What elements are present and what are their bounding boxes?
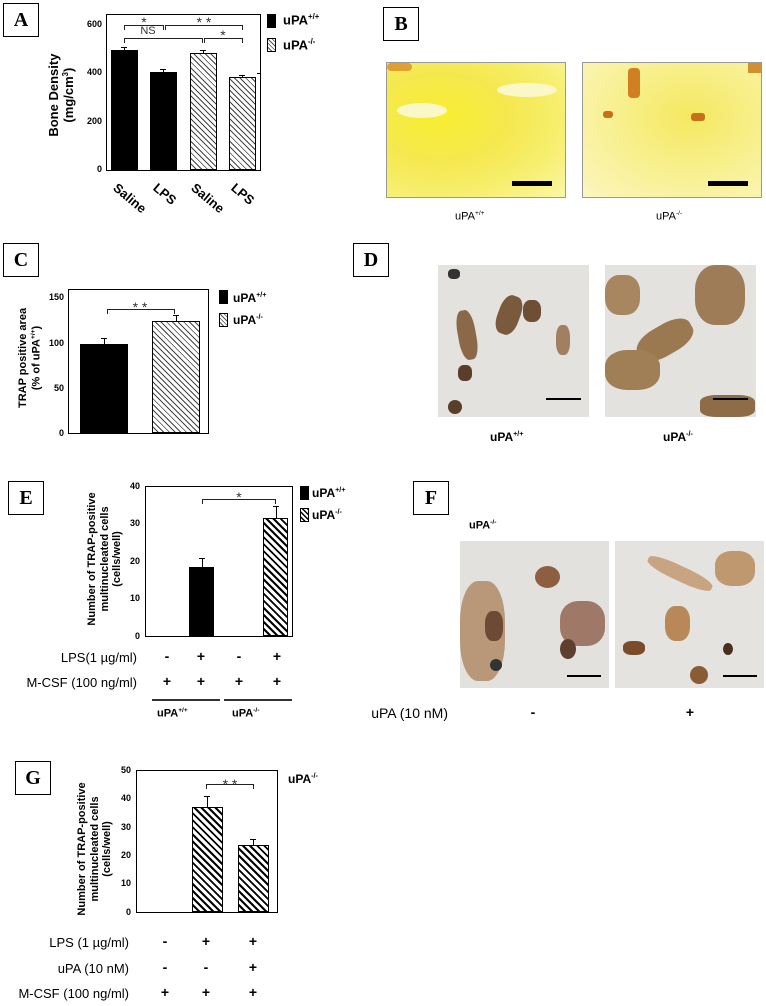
x-category: LPS (150, 180, 180, 208)
caption-wt: uPA+/+ (455, 210, 485, 223)
ytick: 30 (129, 518, 140, 528)
sig-marker: * * (222, 776, 238, 792)
caption-ko: uPA-/- (663, 429, 693, 444)
sig-bracket (165, 25, 243, 30)
panel-label-g: G (15, 761, 51, 795)
bar-lps-ko (229, 77, 256, 170)
panel-e-plot (145, 486, 293, 637)
sig-bracket (202, 499, 276, 504)
ytick: 10 (120, 878, 131, 888)
ytick: 50 (120, 765, 131, 775)
micrograph-osteoclast-ko (605, 265, 756, 417)
panel-c-y-axis-title: TRAP positive area (% of uPA+/+) (17, 307, 43, 408)
bar-saline-wt (111, 50, 138, 170)
caption-ko: uPA-/- (656, 210, 683, 223)
x-category: Saline (188, 180, 228, 217)
legend-swatch-wt (219, 290, 228, 304)
micrograph-bone-wt (386, 62, 566, 198)
ytick: 10 (129, 593, 140, 603)
scale-bar (512, 181, 552, 186)
legend-label-wt: uPA+/+ (283, 12, 320, 28)
legend-swatch-wt (267, 14, 276, 28)
legend-swatch-ko (300, 508, 309, 522)
group-divider (152, 699, 220, 701)
panel-a-plot (106, 14, 261, 171)
genotype-label: uPA-/- (469, 519, 497, 532)
sig-bracket (107, 309, 175, 314)
group-label-ko: uPA-/- (232, 707, 260, 720)
bar-wt-lps (189, 567, 214, 636)
sig-bracket (124, 25, 164, 30)
group-label-wt: uPA+/+ (157, 707, 188, 720)
sig-marker: * (236, 489, 242, 505)
panel-label-d: D (353, 243, 389, 277)
sig-marker: * (141, 14, 147, 30)
ytick: 20 (120, 850, 131, 860)
x-category: LPS (228, 180, 258, 208)
scale-bar (708, 181, 748, 186)
sig-marker: * * (196, 14, 212, 30)
bar-lps (192, 807, 223, 912)
bar-lps-wt (150, 72, 177, 170)
genotype-label: uPA-/- (288, 771, 318, 786)
legend-label-wt: uPA+/+ (312, 485, 346, 500)
panel-label-f: F (413, 481, 449, 515)
ytick: 200 (86, 116, 102, 126)
panel-label-b: B (383, 7, 419, 41)
condition-label-lps: LPS (1 µg/ml) (49, 935, 129, 950)
panel-g-plot (136, 770, 278, 913)
micrograph-ko-no-upa (460, 541, 609, 688)
condition-label-mcsf: M-CSF (100 ng/ml) (18, 986, 129, 1001)
micrograph-osteoclast-wt (438, 265, 589, 417)
sig-bracket (204, 38, 243, 43)
ytick: 50 (53, 383, 64, 393)
panel-label-a: A (3, 3, 39, 37)
ytick: 100 (48, 338, 64, 348)
ytick: 400 (86, 67, 102, 77)
bar-saline-ko (190, 53, 217, 170)
panel-label-e: E (8, 481, 44, 515)
ytick: 0 (125, 907, 131, 917)
bar-ko (152, 321, 200, 433)
sig-marker: * * (132, 299, 148, 315)
sig-marker: * (220, 27, 226, 43)
ytick: 0 (96, 164, 102, 174)
condition-label-upa: uPA (10 nM) (57, 961, 129, 976)
ytick: 20 (129, 556, 140, 566)
ytick: 30 (120, 822, 131, 832)
x-category: Saline (110, 180, 150, 217)
micrograph-bone-ko (582, 62, 762, 198)
bar-ko-lps (263, 518, 288, 636)
legend-label-ko: uPA-/- (283, 37, 316, 53)
ytick: 40 (129, 481, 140, 491)
sig-marker: NS (140, 25, 156, 37)
panel-label-c: C (3, 243, 39, 277)
ytick: 150 (48, 292, 64, 302)
panel-a-y-axis-title: Bone Density (mg/cm3) (45, 53, 77, 137)
ytick: 40 (120, 793, 131, 803)
legend-label-ko: uPA-/- (312, 507, 342, 522)
legend-swatch-ko (219, 313, 228, 327)
legend-swatch-ko (267, 38, 276, 52)
condition-label-mcsf: M-CSF (100 ng/ml) (26, 675, 137, 690)
bar-wt (80, 344, 128, 433)
micrograph-ko-with-upa (615, 541, 764, 688)
legend-label-wt: uPA+/+ (233, 290, 267, 305)
ytick: 0 (134, 631, 140, 641)
legend-label-ko: uPA-/- (233, 312, 263, 327)
bar-lps-upa (238, 845, 269, 912)
ytick: 600 (86, 19, 102, 29)
legend-swatch-wt (300, 486, 309, 500)
group-divider (224, 699, 292, 701)
panel-c-plot (68, 289, 209, 434)
condition-label-upa: uPA (10 nM) (371, 705, 448, 721)
ytick: 0 (58, 428, 64, 438)
caption-wt: uPA+/+ (490, 429, 524, 444)
sig-bracket (206, 784, 254, 789)
condition-label-lps: LPS(1 µg/ml) (60, 650, 137, 665)
sig-bracket (124, 38, 203, 43)
